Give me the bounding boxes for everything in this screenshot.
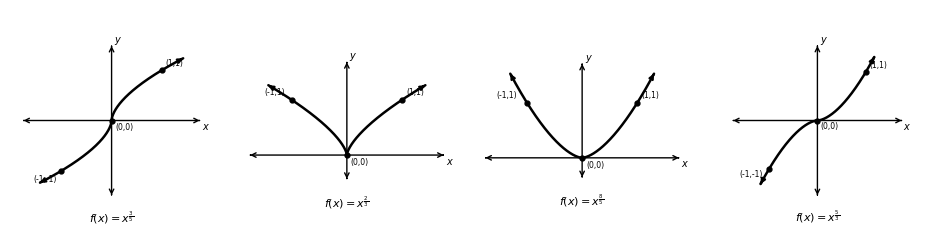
Text: (-1,1): (-1,1): [496, 91, 517, 100]
Text: x: x: [680, 160, 686, 169]
Text: x: x: [201, 122, 207, 132]
Text: $f(x) = x^{\frac{8}{5}}$: $f(x) = x^{\frac{8}{5}}$: [559, 193, 604, 209]
Text: y: y: [114, 35, 120, 45]
Text: (1,1): (1,1): [868, 61, 886, 70]
Text: $f(x) = x^{\frac{5}{3}}$: $f(x) = x^{\frac{5}{3}}$: [793, 209, 839, 225]
Text: (0,0): (0,0): [820, 122, 838, 131]
Text: x: x: [445, 157, 451, 167]
Text: $f(x) = x^{\frac{3}{5}}$: $f(x) = x^{\frac{3}{5}}$: [89, 209, 135, 226]
Text: (0,0): (0,0): [115, 123, 133, 132]
Text: (-1,-1): (-1,-1): [739, 170, 762, 179]
Text: (-1,-1): (-1,-1): [33, 174, 57, 183]
Text: y: y: [585, 53, 590, 63]
Text: $f(x) = x^{\frac{2}{3}}$: $f(x) = x^{\frac{2}{3}}$: [324, 194, 369, 211]
Text: (1,1): (1,1): [165, 59, 183, 67]
Text: (-1,1): (-1,1): [264, 88, 284, 97]
Text: (1,1): (1,1): [406, 88, 423, 97]
Text: (0,0): (0,0): [586, 161, 603, 170]
Text: y: y: [818, 35, 825, 45]
Text: (0,0): (0,0): [351, 158, 368, 167]
Text: y: y: [349, 51, 355, 61]
Text: (1,1): (1,1): [640, 91, 659, 100]
Text: x: x: [903, 122, 909, 132]
